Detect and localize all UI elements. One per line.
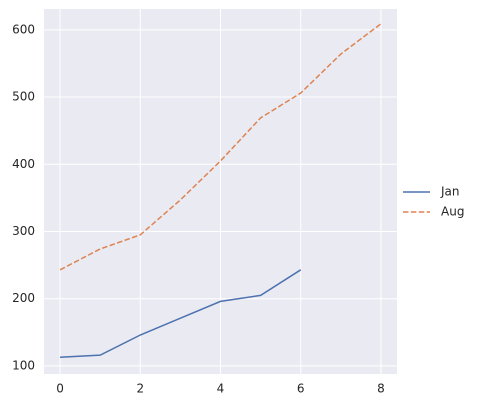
y-tick-label: 500 <box>12 90 35 104</box>
y-tick-label: 100 <box>12 358 35 372</box>
line <box>59 23 382 271</box>
legend-label: Aug <box>441 205 464 219</box>
y-tick-label: 300 <box>12 224 35 238</box>
x-tick-label: 0 <box>56 382 64 396</box>
y-tick-label: 200 <box>12 291 35 305</box>
line <box>60 269 302 358</box>
x-tick-label: 4 <box>217 382 225 396</box>
legend-label: Jan <box>440 185 460 199</box>
y-tick-label: 600 <box>12 22 35 36</box>
x-tick-label: 2 <box>136 382 144 396</box>
x-tick-label: 6 <box>297 382 305 396</box>
x-tick-label: 8 <box>377 382 385 396</box>
y-tick-label: 400 <box>12 157 35 171</box>
